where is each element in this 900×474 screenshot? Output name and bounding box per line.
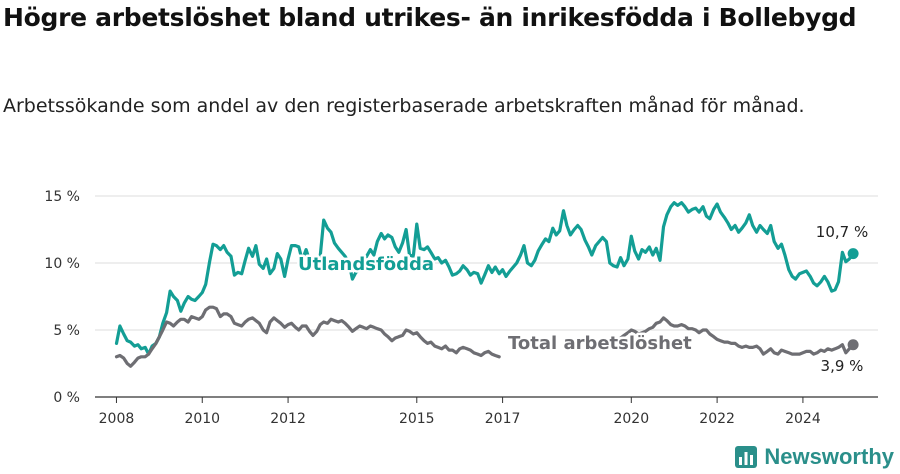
chart-subtitle: Arbetssökande som andel av den registerb… <box>3 95 805 117</box>
x-tick-label: 2022 <box>699 411 735 427</box>
chart-title: Högre arbetslöshet bland utrikes- än inr… <box>3 3 857 32</box>
utlandsfodda-series-label: Utlandsfödda <box>298 254 434 275</box>
brand-name: Newsworthy <box>764 444 894 469</box>
utlandsfodda-end-dot <box>847 248 859 260</box>
x-tick-label: 2010 <box>184 411 220 427</box>
gridlines <box>95 195 878 398</box>
x-tick-label: 2024 <box>785 411 821 427</box>
series-labels: Utlandsfödda Total arbetslöshet 10,7 % 3,9 … <box>296 221 871 377</box>
x-tick-label: 2020 <box>613 411 649 427</box>
y-tick-label: 5 % <box>53 323 80 339</box>
utlandsfodda-line <box>114 201 855 356</box>
x-axis: 2008 2010 2012 2015 2017 2020 2022 2024 <box>99 397 821 427</box>
x-tick-label: 2012 <box>270 411 306 427</box>
utlandsfodda-end-value: 10,7 % <box>816 223 868 241</box>
y-tick-label: 0 % <box>53 390 80 406</box>
y-axis: 0 % 5 % 10 % 15 % <box>44 189 80 406</box>
total-arbetsloshet-line-segment <box>619 316 855 356</box>
x-tick-label: 2017 <box>485 411 521 427</box>
series-layer <box>114 201 859 368</box>
total-arbetsloshet-series-label: Total arbetslöshet <box>508 333 692 354</box>
bar-chart-logo-icon <box>735 446 758 468</box>
brand-logo: Newsworthy <box>734 444 894 470</box>
total-arbetsloshet-line <box>114 305 501 368</box>
total-arbetsloshet-end-dot <box>847 339 859 351</box>
total-arbetsloshet-end-value: 3,9 % <box>821 357 864 375</box>
y-tick-label: 15 % <box>44 189 80 205</box>
x-tick-label: 2015 <box>399 411 435 427</box>
x-tick-label: 2008 <box>99 411 135 427</box>
y-tick-label: 10 % <box>44 256 80 272</box>
